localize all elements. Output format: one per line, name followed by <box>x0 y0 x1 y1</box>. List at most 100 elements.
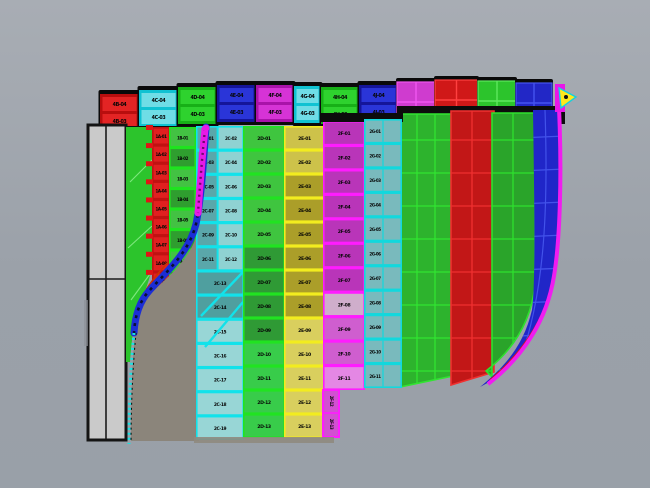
panel-label: 1A-07 <box>155 243 167 248</box>
panel-label: 4D-04 <box>190 95 205 101</box>
panel-label: 2G-03 <box>369 178 381 183</box>
panel-label: 2E-04 <box>298 208 311 214</box>
panel-label: 2G-04 <box>369 203 381 208</box>
bottom-shadow <box>194 437 334 443</box>
panel-label: 2C-04 <box>225 160 237 165</box>
panel-label: 2D-08 <box>257 304 271 310</box>
strip-magenta[interactable]: 2F-01 2F-02 2F-03 2F-04 2F-05 2F-06 2F-07 2F-08… <box>323 121 365 390</box>
panel-label: 2C-19 <box>214 426 227 432</box>
panel-label: 2G-01 <box>369 129 381 134</box>
panel-label: 2D-12 <box>257 400 271 406</box>
panel-label: 2G-08 <box>369 300 381 305</box>
top-panel-cyan-5[interactable]: 4G-04 4G-03 <box>292 82 323 126</box>
panel-label: 4G-04 <box>301 94 316 100</box>
strip-magenta-tab[interactable]: 2F-12 2F-13 <box>322 389 340 438</box>
panel-label: 2F-01 <box>338 131 351 137</box>
grid-strip-green-1[interactable] <box>396 100 566 392</box>
boundary-edge-cyan <box>127 332 136 445</box>
panel-label: 2E-09 <box>298 328 311 334</box>
panel-label: 2G-11 <box>369 374 381 379</box>
panel-label: 1A-02 <box>155 152 167 157</box>
top-panel-magenta-4[interactable]: 4F-04 4F-03 <box>254 81 296 125</box>
panel-label: 2D-04 <box>257 208 271 214</box>
panel-label: 4B-04 <box>113 102 128 108</box>
panel-label: 1A-04 <box>155 188 167 193</box>
panel-label: 1B-04 <box>177 197 189 202</box>
panel-label: 2G-02 <box>369 154 381 159</box>
rib-flange <box>146 161 153 167</box>
panel-label: 2E-06 <box>298 256 311 262</box>
strip-yellow[interactable]: 2E-01 2E-02 2E-03 2E-04 2E-05 2E-06 2E-07 2E-08… <box>284 126 325 438</box>
strip-green[interactable]: 2D-01 2D-02 2D-03 2D-04 2D-05 2D-06 2D-07 2D-08… <box>243 126 285 438</box>
rib-flange <box>146 233 153 239</box>
panel-label: 2E-07 <box>298 280 311 286</box>
panel-label: 2D-13 <box>257 424 271 430</box>
panel-label: 4C-04 <box>152 98 167 104</box>
panel-label: 2F-13 <box>329 419 334 430</box>
panel-label: 2D-03 <box>257 184 271 190</box>
panel-label: 2D-10 <box>257 352 271 358</box>
rib-flange <box>146 197 153 203</box>
panel-label: 2F-04 <box>338 205 351 211</box>
panel-label: 1A-01 <box>155 134 167 139</box>
top-panel-cyan-1[interactable]: 4C-04 4C-03 <box>137 86 180 130</box>
panel-label: 2F-09 <box>338 327 351 333</box>
top-panel-green-2[interactable]: 4D-04 4D-03 <box>176 83 219 127</box>
flat-slab[interactable] <box>84 123 128 442</box>
hull-edge-magenta <box>486 107 563 386</box>
panel-label: 1B-02 <box>177 156 189 161</box>
panel-label: 2C-06 <box>225 184 237 189</box>
panel-label: 4D-03 <box>190 112 204 118</box>
panel-label: 4H-04 <box>333 95 348 101</box>
panel-label: 2D-01 <box>257 136 271 142</box>
rib-flange <box>146 143 153 149</box>
panel-label: 2F-11 <box>338 376 351 382</box>
top-panel-red-0[interactable]: 4B-04 4B-03 <box>98 90 141 134</box>
hull-grid-strips[interactable] <box>396 100 566 392</box>
rib-flange <box>146 251 153 257</box>
panel-label: 4B-03 <box>113 119 127 125</box>
panel-label: 2C-05 <box>202 184 214 189</box>
top-panel-blue-3[interactable]: 4E-04 4E-03 <box>215 81 258 125</box>
panel-label: 2C-15 <box>214 329 227 335</box>
panel-label: 2F-08 <box>338 302 351 308</box>
panel-label: 2D-11 <box>257 376 271 382</box>
rib-flange <box>146 179 153 185</box>
grid-strip-red[interactable] <box>396 100 566 392</box>
panel-label: 4J-04 <box>373 93 386 99</box>
panel-label: 2C-03 <box>202 160 214 165</box>
panel-label: 2C-08 <box>225 209 237 214</box>
panel-label: 2C-12 <box>225 257 237 262</box>
panel-label: 2G-10 <box>369 349 381 354</box>
panel-label: 2D-02 <box>257 160 271 166</box>
panel-label: 2F-06 <box>338 254 351 260</box>
panel-label: 4E-04 <box>230 93 244 99</box>
panel-label: 2F-07 <box>338 278 351 284</box>
panel-label: 2D-05 <box>257 232 271 238</box>
panel-label: 1B-01 <box>177 135 189 140</box>
panel-label: 2E-08 <box>298 304 311 310</box>
panel-label: 2D-07 <box>257 280 271 286</box>
panel-label: 2E-10 <box>298 352 311 358</box>
panel-label: 1B-05 <box>177 217 189 222</box>
panel-label: 2G-06 <box>369 252 381 257</box>
panel-label: 2E-05 <box>298 232 311 238</box>
panel-label: 2D-09 <box>257 328 271 334</box>
unpaneled-surface-shadow <box>131 228 199 441</box>
corner-flag-icon <box>555 84 578 112</box>
panel-label: 1B-06 <box>177 238 189 243</box>
panel-label: 2C-02 <box>225 136 237 141</box>
panel-label: 2C-18 <box>214 402 227 408</box>
panel-label: 2E-03 <box>298 184 311 190</box>
rib-flange <box>146 125 153 130</box>
panel-label: 2F-12 <box>329 396 334 407</box>
panel-label: 2C-17 <box>214 378 227 384</box>
panel-label: 2F-05 <box>338 229 351 235</box>
panel-label: 2C-16 <box>214 353 227 359</box>
strip-teal[interactable]: 2G-01 2G-02 2G-03 2G-04 2G-05 2G-06 2G-07 2G-08… <box>364 119 402 388</box>
strip-cap-edge <box>321 113 403 122</box>
panel-label: 4E-03 <box>230 110 243 116</box>
